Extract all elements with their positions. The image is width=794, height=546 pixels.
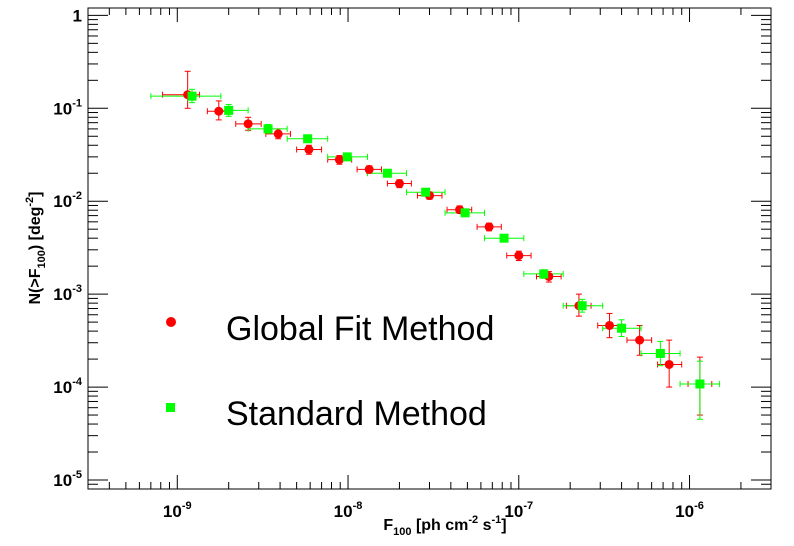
error-bars [150, 70, 721, 420]
legend-label-global: Global Fit Method [226, 310, 494, 348]
x-tick-label: 10-8 [334, 500, 363, 521]
data-point-global-fit [334, 155, 344, 165]
data-point-standard [655, 348, 665, 358]
y-axis-label: N(>F100) [deg-2] [24, 191, 48, 304]
data-point-standard [187, 91, 197, 101]
data-point-global-fit [394, 179, 404, 189]
data-point-standard [499, 233, 509, 243]
data-point-global-fit [243, 119, 253, 129]
data-point-standard [577, 301, 587, 311]
data-point-global-fit [273, 129, 283, 139]
data-point-standard [342, 152, 352, 162]
data-point-standard [303, 134, 313, 144]
x-tick-label: 10-6 [675, 500, 704, 521]
legend-label-standard: Standard Method [226, 395, 487, 433]
data-point-global-fit [605, 320, 615, 330]
data-point-standard [421, 187, 431, 197]
y-tick-label: 10-2 [53, 190, 82, 211]
data-point-global-fit [484, 222, 494, 232]
legend-marker-global [166, 317, 176, 327]
y-tick-label: 10-3 [53, 283, 82, 304]
data-point-standard [382, 168, 392, 178]
x-axis-label: F100 [ph cm-2 s-1] [383, 514, 506, 538]
x-tick-label: 10-7 [504, 500, 533, 521]
data-point-global-fit [304, 145, 314, 155]
axis-ticks [87, 8, 772, 490]
data-markers [183, 90, 705, 389]
data-point-standard [695, 379, 705, 389]
data-point-standard [460, 208, 470, 218]
data-point-standard [263, 124, 273, 134]
data-point-global-fit [214, 106, 224, 116]
data-point-standard [617, 323, 627, 333]
data-point-global-fit [364, 164, 374, 174]
legend: Global Fit Method Standard Method [166, 310, 494, 433]
data-point-standard [539, 269, 549, 279]
data-point-global-fit [664, 359, 674, 369]
y-tick-label: 10-5 [53, 469, 82, 490]
data-point-global-fit [514, 251, 524, 261]
y-tick-label: 10-1 [53, 97, 82, 118]
data-point-global-fit [635, 335, 645, 345]
legend-marker-standard [166, 403, 175, 412]
y-tick-label: 1 [73, 6, 82, 25]
y-tick-label: 10-4 [53, 376, 83, 397]
x-tick-label: 10-9 [163, 500, 192, 521]
tick-labels: 10-9 10-8 10-7 10-6 10-5 10-4 10-3 10-2 10-1 1 [53, 6, 704, 521]
data-point-standard [224, 105, 234, 115]
